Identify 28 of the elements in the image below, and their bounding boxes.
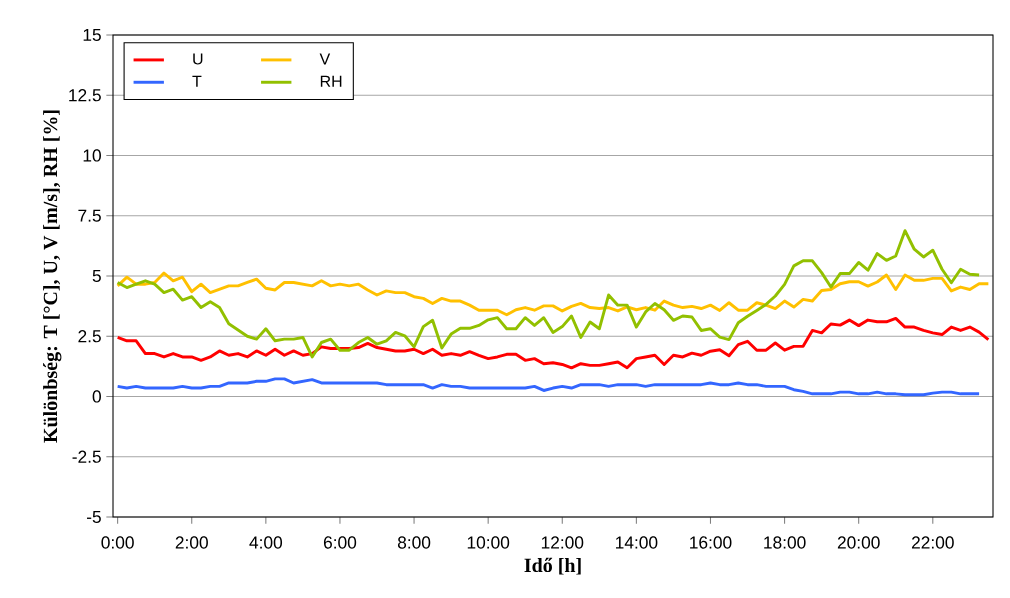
- x-axis-title: Idő [h]: [524, 557, 581, 575]
- x-tick-label: 20:00: [837, 536, 880, 549]
- x-tick-label: 4:00: [249, 536, 283, 549]
- x-tick-label: 12:00: [541, 536, 584, 549]
- y-tick-label: 15: [83, 28, 101, 42]
- x-tick-label: 10:00: [467, 536, 510, 549]
- legend-label: V: [319, 53, 331, 65]
- y-axis-title: Különbség: T [°C], U, V [m/s], RH [%]: [43, 110, 62, 443]
- line-series: [116, 229, 981, 359]
- x-tick-label: 8:00: [397, 536, 431, 549]
- y-tick-label: 7.5: [78, 209, 101, 222]
- x-tick-label: 22:00: [911, 536, 954, 549]
- y-tick-label: 0: [92, 390, 101, 403]
- legend-label: RH: [320, 75, 342, 87]
- x-tick-label: 0:00: [101, 536, 134, 549]
- x-tick-label: 14:00: [616, 536, 658, 549]
- y-tick-label: 12.5: [69, 89, 101, 102]
- legend-label: T: [192, 75, 202, 87]
- x-tick-label: 16:00: [690, 536, 732, 549]
- y-tick-label: 10: [83, 149, 101, 162]
- y-tick-label: -2.5: [72, 450, 101, 463]
- x-tick-label: 6:00: [323, 536, 357, 549]
- y-tick-label: 5: [92, 269, 101, 283]
- y-tick-label: -5: [86, 510, 101, 524]
- x-tick-label: 2:00: [175, 536, 208, 549]
- legend-label: U: [193, 53, 203, 65]
- x-tick-label: 18:00: [764, 536, 806, 549]
- y-tick-label: 2.5: [78, 330, 101, 343]
